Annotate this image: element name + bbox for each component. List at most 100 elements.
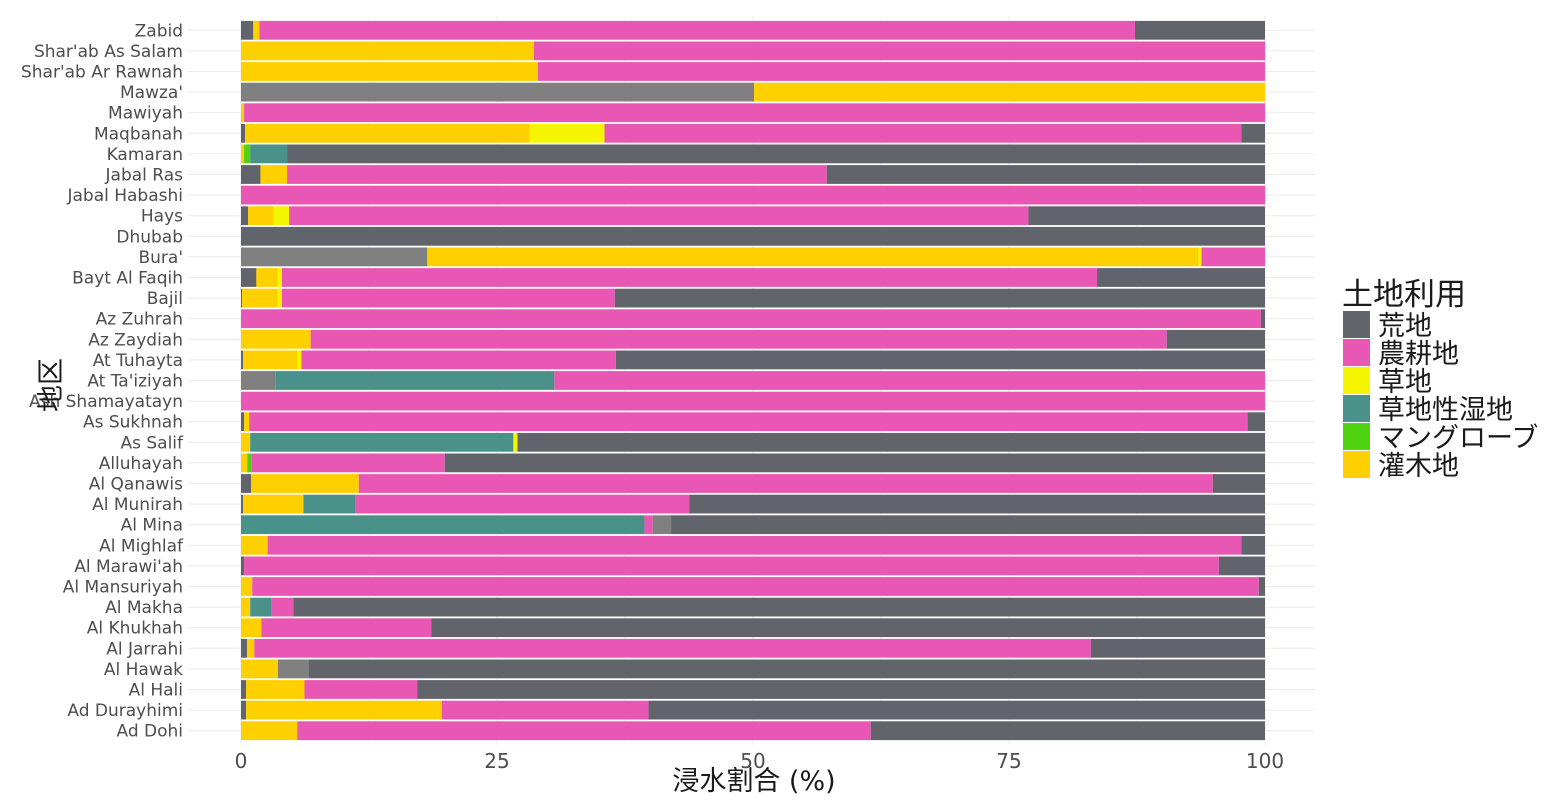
bar-segment xyxy=(260,165,288,184)
bar-row xyxy=(241,659,1266,679)
legend-label: 荒地 xyxy=(1378,311,1432,342)
x-tick-label: 50 xyxy=(740,749,765,773)
bar-segment xyxy=(241,41,534,61)
y-tick-label: Al Mina xyxy=(121,516,183,536)
bar-segment xyxy=(689,494,1265,514)
y-tick-label: Al Hali xyxy=(129,681,183,701)
bar-segment xyxy=(248,206,274,226)
bar-segment xyxy=(303,494,356,514)
bar-segment xyxy=(241,412,245,432)
bar-segment xyxy=(1258,577,1265,596)
x-tick-label: 25 xyxy=(484,749,509,773)
bar-segment xyxy=(241,288,243,308)
bar-segment xyxy=(241,20,254,40)
bar-segment xyxy=(244,103,1265,123)
y-tick-label: Hays xyxy=(141,207,183,227)
bar-row xyxy=(241,103,1265,123)
bar-segment xyxy=(281,268,1098,287)
bar-segment xyxy=(247,453,252,473)
bar-segment xyxy=(287,165,827,184)
bar-row xyxy=(241,432,1265,452)
bar-segment xyxy=(355,494,690,514)
bar-row xyxy=(241,721,1265,741)
bar-segment xyxy=(241,165,261,184)
bar-segment xyxy=(241,515,645,535)
bar-segment xyxy=(247,638,255,658)
bar-segment xyxy=(614,288,1265,308)
bar-segment xyxy=(241,82,755,102)
bar-segment xyxy=(1134,20,1265,40)
y-tick-label: Al Jarrahi xyxy=(106,639,183,659)
legend-label: 草地 xyxy=(1378,367,1432,398)
bar-segment xyxy=(277,288,282,308)
bar-segment xyxy=(293,597,1265,617)
bar-segment xyxy=(241,597,251,617)
bar-segment xyxy=(245,123,530,143)
bar-row xyxy=(241,62,1265,81)
y-tick-label: Dhubab xyxy=(116,227,183,247)
y-tick-label: Al Qanawis xyxy=(89,475,183,495)
y-tick-label: Bajil xyxy=(147,289,183,309)
bar-segment xyxy=(250,597,272,617)
bar-segment xyxy=(246,680,305,699)
bar-segment xyxy=(253,20,260,40)
bar-segment xyxy=(243,350,298,370)
y-tick-label: Jabal Habashi xyxy=(66,186,183,206)
bar-segment xyxy=(251,453,445,473)
bar-segment xyxy=(251,474,359,493)
bars xyxy=(241,20,1266,741)
y-tick-label: As Salif xyxy=(120,433,184,453)
y-tick-label: Alluhayah xyxy=(99,454,183,474)
bar-segment xyxy=(652,515,672,535)
legend-swatch xyxy=(1343,367,1370,394)
y-tick-label: Kamaran xyxy=(107,145,183,165)
bar-segment xyxy=(241,144,245,164)
bar-segment xyxy=(241,206,249,226)
bar-segment xyxy=(267,535,1242,555)
bar-segment xyxy=(1201,247,1265,267)
x-tick-labels: 0 25 50 75 100 xyxy=(235,749,1284,773)
bar-segment xyxy=(826,165,1265,184)
bar-segment xyxy=(1212,474,1265,493)
bar-segment xyxy=(241,453,248,473)
bar-segment xyxy=(427,247,1199,267)
bar-row xyxy=(241,577,1265,596)
bar-segment xyxy=(287,144,1266,164)
bar-segment xyxy=(1028,206,1265,226)
bar-segment xyxy=(250,144,288,164)
bar-row xyxy=(241,700,1265,720)
bar-row xyxy=(241,597,1265,617)
bar-segment xyxy=(241,659,278,679)
bar-segment xyxy=(358,474,1213,493)
bar-segment xyxy=(277,268,282,287)
bar-segment xyxy=(241,556,245,576)
y-tick-label: Al Munirah xyxy=(92,495,183,515)
bar-segment xyxy=(275,371,555,390)
y-axis-title: 地区 xyxy=(36,358,67,412)
y-tick-label: As Sukhnah xyxy=(83,413,183,433)
legend-label: 農耕地 xyxy=(1378,339,1459,370)
bar-segment xyxy=(241,721,298,741)
bar-segment xyxy=(644,515,653,535)
bar-row xyxy=(241,494,1265,514)
bar-segment xyxy=(310,329,1167,349)
bar-segment xyxy=(615,350,1265,370)
bar-row xyxy=(241,226,1265,246)
bar-row xyxy=(241,391,1265,411)
bar-segment xyxy=(252,577,1259,596)
bar-segment xyxy=(249,412,1248,432)
x-tick-label: 100 xyxy=(1246,749,1284,773)
y-tick-label: Bayt Al Faqih xyxy=(72,269,183,289)
bar-segment xyxy=(241,185,1265,205)
y-tick-label: At Ta'iziyah xyxy=(87,372,183,392)
y-tick-label: Al Hawak xyxy=(104,660,183,680)
y-tick-label: Al Marawi'ah xyxy=(74,557,183,577)
bar-row xyxy=(241,206,1265,226)
bar-segment xyxy=(1247,412,1265,432)
bar-segment xyxy=(1198,247,1202,267)
bar-segment xyxy=(241,371,276,390)
x-axis-title: 浸水割合 (%) xyxy=(672,766,835,797)
bar-segment xyxy=(537,62,1265,81)
bar-row xyxy=(241,371,1265,390)
